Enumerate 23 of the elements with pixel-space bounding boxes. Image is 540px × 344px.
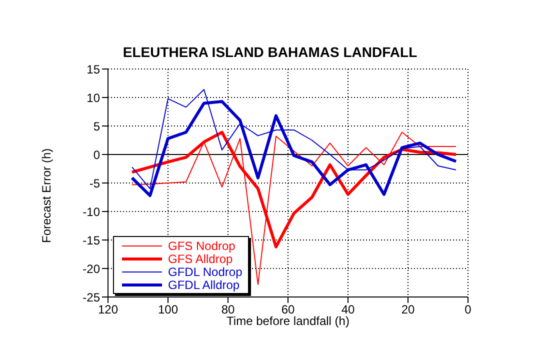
legend-label: GFDL Nodrop [168,264,242,278]
y-tick-label: 0 [93,148,100,162]
y-tick-label: -5 [89,176,100,190]
x-tick-label: 60 [281,302,295,317]
y-tick-label: -25 [82,290,100,304]
x-tick-label: 100 [158,302,178,317]
legend-label: GFDL Alldrop [168,278,240,292]
x-tick-label: 20 [401,302,415,317]
x-tick-label: 80 [221,302,235,317]
y-tick-label: -10 [82,204,100,219]
chart-title: ELEUTHERA ISLAND BAHAMAS LANDFALL [122,44,418,60]
y-tick-label: 15 [86,62,100,76]
legend-label: GFS Nodrop [168,238,236,252]
legend-label: GFS Alldrop [168,252,233,266]
y-tick-label: -20 [82,262,100,276]
y-tick-label: 5 [93,119,100,134]
y-axis-title: Forecast Error (h) [39,148,54,243]
x-tick-label: 40 [341,302,355,317]
x-axis-title: Time before landfall (h) [226,314,350,328]
y-tick-label: -15 [82,233,100,248]
x-tick-label: 0 [464,302,472,317]
x-tick-label: 120 [98,302,118,317]
y-tick-label: 10 [86,90,100,105]
